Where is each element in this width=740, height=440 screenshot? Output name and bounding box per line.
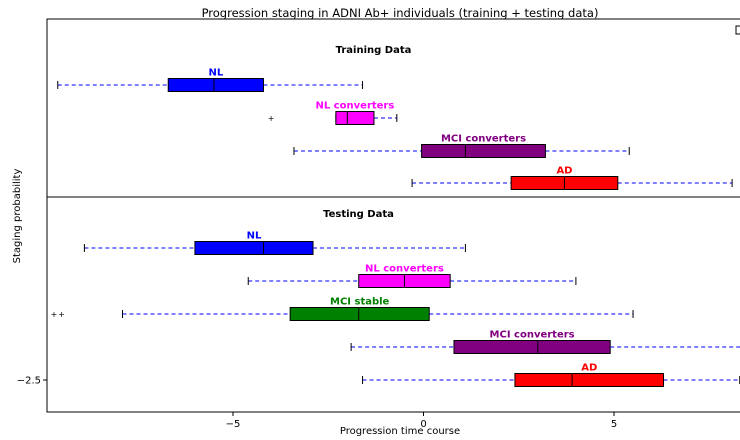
group-label: AD [581, 363, 597, 374]
box [453, 340, 611, 354]
chart-title: Progression staging in ADNI Ab+ individu… [202, 6, 599, 20]
y-tick-label: −2.5 [17, 376, 41, 387]
panel-title-2: Testing Data [323, 209, 394, 220]
outlier-marker: + [51, 310, 58, 319]
x-tick-label: 0 [420, 419, 426, 430]
box [289, 307, 430, 321]
plot-area: −5 0 5 −2.5 Training Data NL + NL converters MCI… [17, 18, 740, 430]
x-axis-label: Progression time course [340, 426, 460, 437]
group-label: NL converters [316, 101, 395, 112]
y-axis-label: Staging probability [12, 169, 23, 264]
group-label: NL converters [365, 264, 444, 275]
panel-frame-2 [46, 196, 740, 413]
group-label: MCI converters [441, 134, 526, 145]
outlier-marker: + [58, 310, 65, 319]
box [514, 373, 665, 387]
group-label: NL [208, 68, 223, 79]
group-label: MCI stable [330, 297, 390, 308]
outlier-marker: + [268, 114, 275, 123]
legend-box-icon [735, 25, 740, 35]
box [421, 144, 546, 158]
group-label: MCI converters [490, 330, 575, 341]
box [194, 241, 314, 255]
x-tick-label: 5 [611, 419, 617, 430]
panel-title-1: Training Data [336, 45, 412, 56]
box [167, 78, 264, 92]
group-label: AD [556, 166, 572, 177]
box [335, 111, 375, 125]
x-tick-label: −5 [226, 419, 241, 430]
group-label: NL [247, 231, 262, 242]
